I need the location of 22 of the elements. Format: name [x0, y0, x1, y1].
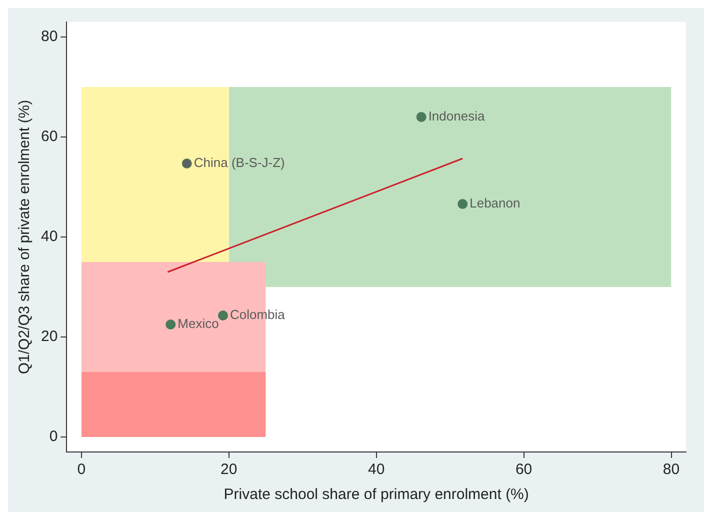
point [416, 112, 426, 122]
annotation: Mexico [178, 316, 219, 332]
y-tick-label: 40 [40, 228, 58, 246]
y-tick-label: 0 [49, 428, 58, 446]
x-tick-label: 80 [662, 461, 680, 478]
point [166, 320, 176, 330]
x-tick-label: 0 [77, 461, 86, 478]
point [182, 158, 192, 168]
annotation: Indonesia [428, 108, 486, 124]
x-axis-title: Private school share of primary enrolment (%) [224, 486, 529, 504]
x-tick-label: 60 [515, 461, 532, 478]
y-tick-label: 60 [40, 128, 58, 146]
annotation: China (B-S-J-Z) [194, 155, 285, 170]
y-axis-title: Q1/Q2/Q3 share of private enrolment (%) [16, 100, 34, 374]
y-tick-label: 20 [40, 328, 58, 346]
point [458, 199, 468, 209]
annotation: Lebanon [470, 196, 520, 211]
point [218, 310, 228, 320]
x-tick-label: 40 [368, 461, 385, 478]
x-tick-label: 20 [220, 461, 238, 478]
y-tick-label: 80 [40, 28, 58, 46]
annotation: Colombia [230, 307, 286, 322]
